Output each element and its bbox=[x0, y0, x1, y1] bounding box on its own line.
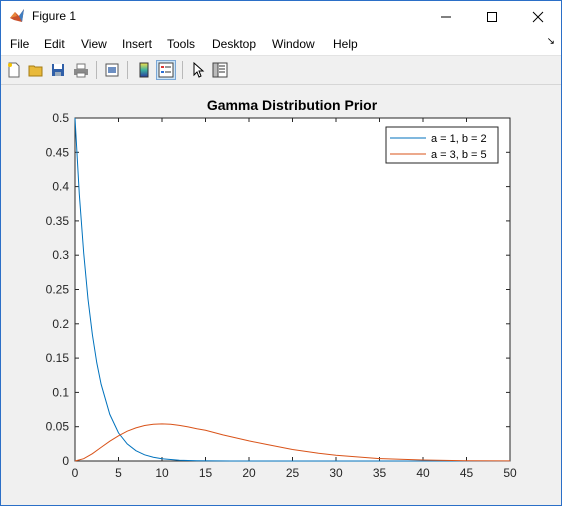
new-figure-icon bbox=[8, 62, 20, 78]
y-tick-label: 0.1 bbox=[52, 385, 69, 399]
menu-help[interactable]: Help bbox=[333, 37, 358, 51]
x-tick-label: 20 bbox=[242, 466, 256, 480]
legend-box bbox=[385, 126, 499, 164]
y-tick-label: 0.25 bbox=[46, 283, 70, 297]
menu-insert[interactable]: Insert bbox=[122, 37, 153, 51]
legend-label-2: a = 3, b = 5 bbox=[431, 149, 487, 161]
toolbar-separator bbox=[96, 61, 97, 79]
y-tick-label: 0.5 bbox=[52, 111, 69, 125]
figure-toolbar bbox=[1, 56, 561, 85]
save-button[interactable] bbox=[48, 60, 68, 80]
close-icon bbox=[532, 11, 544, 22]
legend-icon bbox=[158, 62, 174, 78]
pointer-icon bbox=[193, 62, 205, 78]
legend[interactable]: a = 1, b = 2 a = 3, b = 5 bbox=[385, 126, 499, 164]
y-tick-label: 0.15 bbox=[46, 351, 70, 365]
x-tick-label: 40 bbox=[416, 466, 430, 480]
property-editor-icon bbox=[212, 62, 228, 78]
y-tick-label: 0.05 bbox=[46, 420, 70, 434]
y-tick-label: 0 bbox=[62, 454, 69, 468]
menu-window[interactable]: Window bbox=[272, 37, 315, 51]
y-tick-label: 0.35 bbox=[46, 214, 70, 228]
new-figure-button[interactable] bbox=[4, 60, 24, 80]
toolbar-separator bbox=[127, 61, 128, 79]
series-line-1 bbox=[74, 117, 510, 462]
pointer-button[interactable] bbox=[188, 60, 208, 80]
minimize-icon bbox=[441, 16, 451, 17]
open-file-button[interactable] bbox=[26, 60, 46, 80]
maximize-button[interactable] bbox=[469, 1, 515, 32]
property-editor-button[interactable] bbox=[210, 60, 230, 80]
print-preview-button[interactable] bbox=[102, 60, 122, 80]
menu-desktop[interactable]: Desktop bbox=[212, 37, 257, 51]
x-tick-label: 10 bbox=[155, 466, 169, 480]
x-tick-label: 30 bbox=[329, 466, 343, 480]
y-tick-label: 0.4 bbox=[52, 180, 69, 194]
print-preview-icon bbox=[105, 63, 119, 77]
x-tick-label: 35 bbox=[373, 466, 387, 480]
y-tick-label: 0.2 bbox=[52, 317, 69, 331]
x-tick-label: 15 bbox=[199, 466, 213, 480]
series-line-2 bbox=[74, 423, 511, 462]
x-tick-label: 50 bbox=[503, 466, 517, 480]
menu-file[interactable]: File bbox=[10, 37, 30, 51]
dock-arrow-icon[interactable]: ↘ bbox=[546, 36, 555, 47]
toolbar-separator bbox=[182, 61, 183, 79]
menu-bar: File Edit View Insert Tools Desktop Wind… bbox=[1, 32, 561, 56]
minimize-button[interactable] bbox=[423, 1, 469, 32]
close-button[interactable] bbox=[515, 1, 561, 32]
chart-title: Gamma Distribution Prior bbox=[207, 97, 378, 113]
plot-area bbox=[74, 117, 511, 462]
maximize-icon bbox=[487, 11, 497, 22]
menu-edit[interactable]: Edit bbox=[44, 37, 65, 51]
y-tick-label: 0.45 bbox=[46, 145, 70, 159]
x-tick-label: 45 bbox=[460, 466, 474, 480]
print-icon bbox=[74, 63, 88, 78]
save-icon bbox=[52, 64, 64, 76]
x-tick-label: 25 bbox=[286, 466, 300, 480]
window-title: Figure 1 bbox=[32, 9, 77, 23]
menu-view[interactable]: View bbox=[81, 37, 107, 51]
title-bar[interactable]: Figure 1 bbox=[1, 1, 561, 32]
open-file-icon bbox=[28, 65, 43, 77]
gamma-chart[interactable]: Gamma Distribution Prior 0 5 10 15 20 25 30 35 4… bbox=[1, 85, 561, 505]
legend-button[interactable] bbox=[156, 60, 176, 80]
x-tick-label: 5 bbox=[115, 466, 122, 480]
print-button[interactable] bbox=[71, 60, 91, 80]
colorbar-icon bbox=[139, 62, 149, 78]
y-tick-label: 0.3 bbox=[52, 248, 69, 262]
menu-tools[interactable]: Tools bbox=[167, 37, 196, 51]
matlab-logo-icon bbox=[9, 8, 25, 24]
x-tick-label: 0 bbox=[72, 466, 79, 480]
legend-label-1: a = 1, b = 2 bbox=[431, 133, 487, 145]
colorbar-button[interactable] bbox=[134, 60, 154, 80]
